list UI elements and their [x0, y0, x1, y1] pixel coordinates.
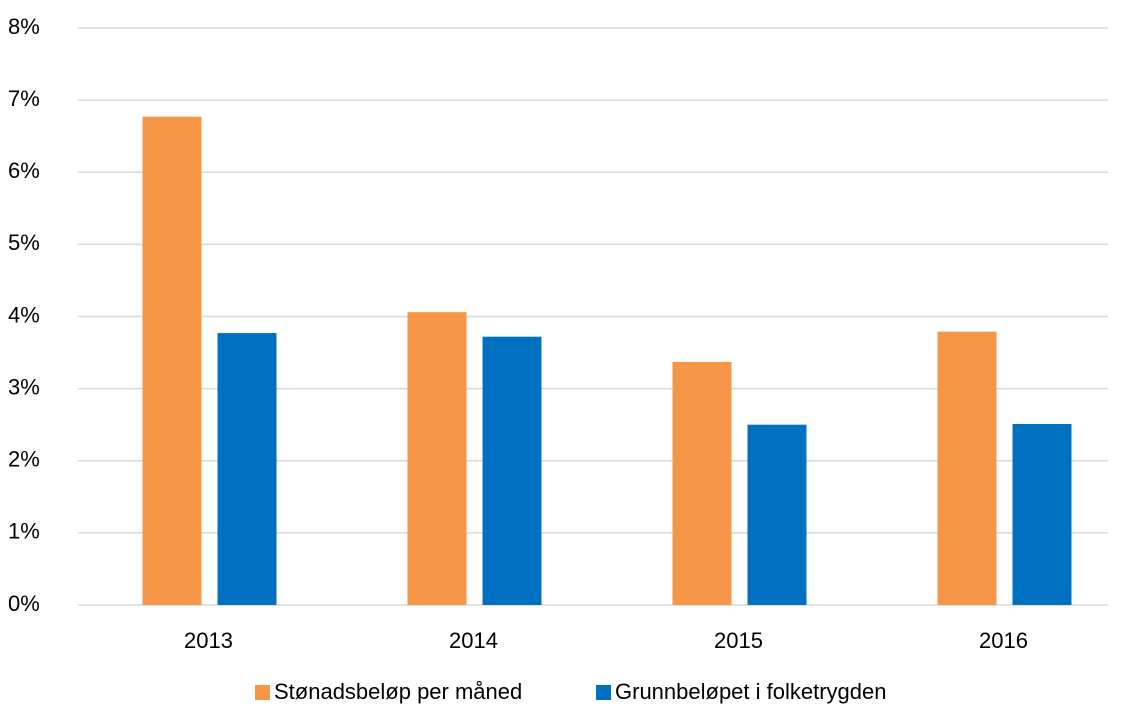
x-tick-label: 2016 [979, 628, 1028, 653]
y-tick-label: 7% [8, 86, 40, 111]
bar [672, 361, 732, 605]
x-tick-label: 2013 [184, 628, 233, 653]
y-tick-label: 0% [8, 591, 40, 616]
legend-label: Stønadsbeløp per måned [274, 679, 522, 704]
x-tick-label: 2015 [714, 628, 763, 653]
legend-swatch [255, 685, 270, 700]
bar [937, 331, 997, 605]
bar [407, 312, 467, 605]
y-tick-label: 4% [8, 302, 40, 327]
legend-swatch [596, 685, 611, 700]
y-tick-label: 1% [8, 519, 40, 544]
legend-label: Grunnbeløpet i folketrygden [615, 679, 887, 704]
bar [1012, 423, 1072, 605]
bar [747, 424, 807, 605]
bar [142, 116, 202, 606]
y-tick-label: 5% [8, 230, 40, 255]
y-tick-label: 8% [8, 14, 40, 39]
x-tick-label: 2014 [449, 628, 498, 653]
y-tick-label: 6% [8, 158, 40, 183]
bar [217, 333, 277, 605]
y-tick-label: 2% [8, 447, 40, 472]
bar [482, 336, 542, 605]
y-tick-label: 3% [8, 374, 40, 399]
